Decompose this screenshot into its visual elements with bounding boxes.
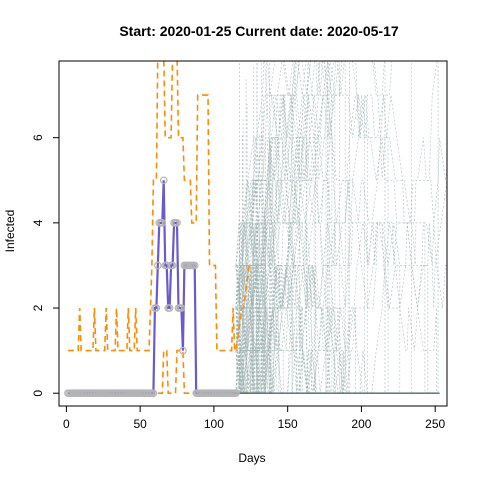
x-tick-label: 0 — [63, 417, 70, 431]
simulation-line — [235, 265, 429, 394]
observed-point — [177, 304, 186, 312]
simulation-line — [236, 222, 302, 394]
observed-point — [168, 261, 177, 270]
simulation-line — [235, 307, 327, 394]
observed-point — [149, 389, 158, 398]
observed-point — [158, 219, 167, 227]
y-tick-label: 4 — [31, 219, 45, 226]
simulation-line — [235, 137, 300, 394]
bound-line-2 — [67, 349, 251, 394]
observed-point — [232, 389, 240, 398]
simulation-line — [236, 137, 315, 394]
simulation-line — [235, 137, 317, 394]
simulation-trajectories — [235, 61, 447, 394]
observed-point — [159, 176, 168, 185]
y-tick-label: 0 — [31, 390, 45, 397]
y-tick-label: 6 — [31, 134, 45, 141]
simulation-line — [236, 61, 328, 394]
observed-point — [173, 219, 181, 227]
simulation-line — [235, 180, 401, 394]
x-axis: 0 50 100 150 200 250 — [63, 405, 446, 431]
simulation-line — [235, 61, 389, 394]
y-tick-label: 2 — [31, 304, 45, 311]
simulation-line — [235, 180, 274, 394]
simulation-line — [235, 94, 438, 394]
x-tick-label: 50 — [133, 417, 147, 431]
simulation-line — [236, 350, 255, 394]
observed-point — [152, 304, 161, 312]
y-axis-label: Infected — [3, 210, 17, 253]
observed-point — [154, 261, 162, 270]
x-tick-label: 100 — [204, 417, 224, 431]
simulation-line — [235, 61, 330, 394]
observed-point — [190, 261, 199, 270]
simulation-line — [235, 137, 280, 394]
simulation-line — [235, 137, 447, 394]
observed-line — [67, 180, 236, 395]
x-tick-label: 200 — [351, 417, 371, 431]
bound-line-1 — [67, 61, 251, 352]
chart-title: Start: 2020-01-25 Current date: 2020-05-… — [119, 23, 399, 39]
x-tick-label: 250 — [425, 417, 445, 431]
simulation-line — [236, 265, 253, 394]
y-axis: 0 2 4 6 — [31, 134, 60, 397]
simulation-line — [235, 179, 303, 394]
x-axis-label: Days — [238, 451, 265, 465]
simulation-line — [236, 265, 345, 394]
simulation-line — [236, 61, 340, 394]
x-tick-label: 150 — [278, 417, 298, 431]
observed-point — [179, 346, 187, 355]
simulation-line — [235, 61, 317, 394]
observed-point — [165, 304, 174, 312]
series-layer — [64, 61, 440, 398]
